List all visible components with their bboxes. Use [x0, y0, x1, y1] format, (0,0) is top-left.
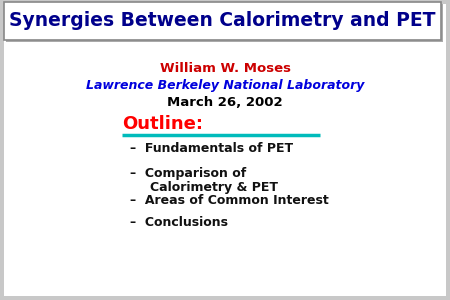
- Text: Synergies Between Calorimetry and PET: Synergies Between Calorimetry and PET: [9, 11, 435, 31]
- FancyBboxPatch shape: [4, 4, 446, 296]
- FancyBboxPatch shape: [6, 4, 443, 42]
- Text: –  Areas of Common Interest: – Areas of Common Interest: [130, 194, 329, 206]
- Text: –  Comparison of: – Comparison of: [130, 167, 246, 179]
- Text: March 26, 2002: March 26, 2002: [167, 95, 283, 109]
- Text: William W. Moses: William W. Moses: [159, 61, 291, 74]
- Text: –  Fundamentals of PET: – Fundamentals of PET: [130, 142, 293, 154]
- Text: Lawrence Berkeley National Laboratory: Lawrence Berkeley National Laboratory: [86, 79, 364, 92]
- FancyBboxPatch shape: [4, 2, 441, 40]
- Text: –  Conclusions: – Conclusions: [130, 215, 228, 229]
- Text: Outline:: Outline:: [122, 115, 203, 133]
- Text: Calorimetry & PET: Calorimetry & PET: [150, 181, 278, 194]
